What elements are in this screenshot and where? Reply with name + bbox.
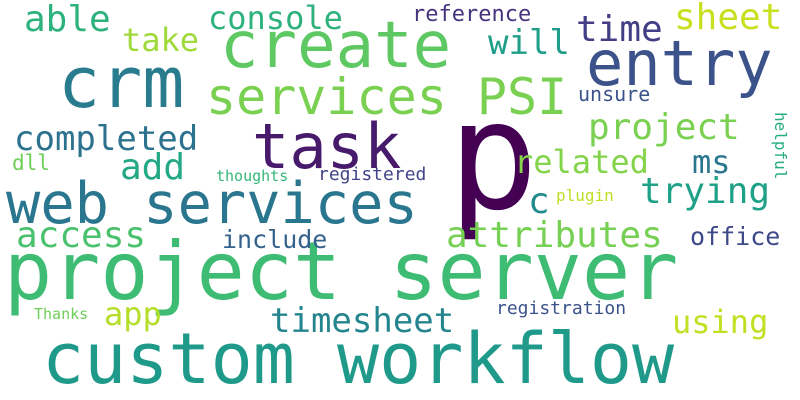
word-trying: trying <box>640 171 771 212</box>
word-helpful: helpful <box>771 112 790 180</box>
word-add: add <box>120 147 186 188</box>
word-console: console <box>208 0 343 37</box>
word-timesheet: timesheet <box>270 301 455 341</box>
word-web-services: web services <box>6 171 418 237</box>
word-custom-workflow: custom workflow <box>42 318 675 400</box>
word-registered: registered <box>318 164 427 185</box>
word-will: will <box>488 23 570 63</box>
word-task: task <box>252 110 402 183</box>
word-registration: registration <box>496 298 627 319</box>
word-related: related <box>514 143 649 181</box>
word-completed: completed <box>14 119 199 159</box>
word-unsure: unsure <box>578 82 651 106</box>
word-p: p <box>448 70 539 244</box>
word-ms: ms <box>692 143 731 181</box>
word-time: time <box>576 9 663 50</box>
word-services-psi: services PSI <box>206 68 568 126</box>
word-able: able <box>24 0 111 40</box>
word-access: access <box>16 215 147 256</box>
word-reference: reference <box>412 2 532 27</box>
word-using: using <box>672 303 769 341</box>
word-c: c <box>528 181 550 222</box>
word-entry: entry <box>586 27 773 100</box>
word-thanks: Thanks <box>34 305 89 323</box>
word-dll: dll <box>12 151 50 175</box>
word-app: app <box>104 295 162 333</box>
word-sheet: sheet <box>674 0 783 38</box>
word-attributes: attributes <box>446 215 663 256</box>
word-thoughts: thoughts <box>216 167 289 185</box>
word-project-server: project server <box>4 225 679 318</box>
word-create: create <box>220 9 452 83</box>
word-plugin: plugin <box>556 186 614 205</box>
word-take: take <box>122 21 200 59</box>
word-crm: crm <box>58 42 185 124</box>
word-office: office <box>690 222 781 251</box>
word-include: include <box>222 225 328 254</box>
word-project: project <box>588 107 740 148</box>
